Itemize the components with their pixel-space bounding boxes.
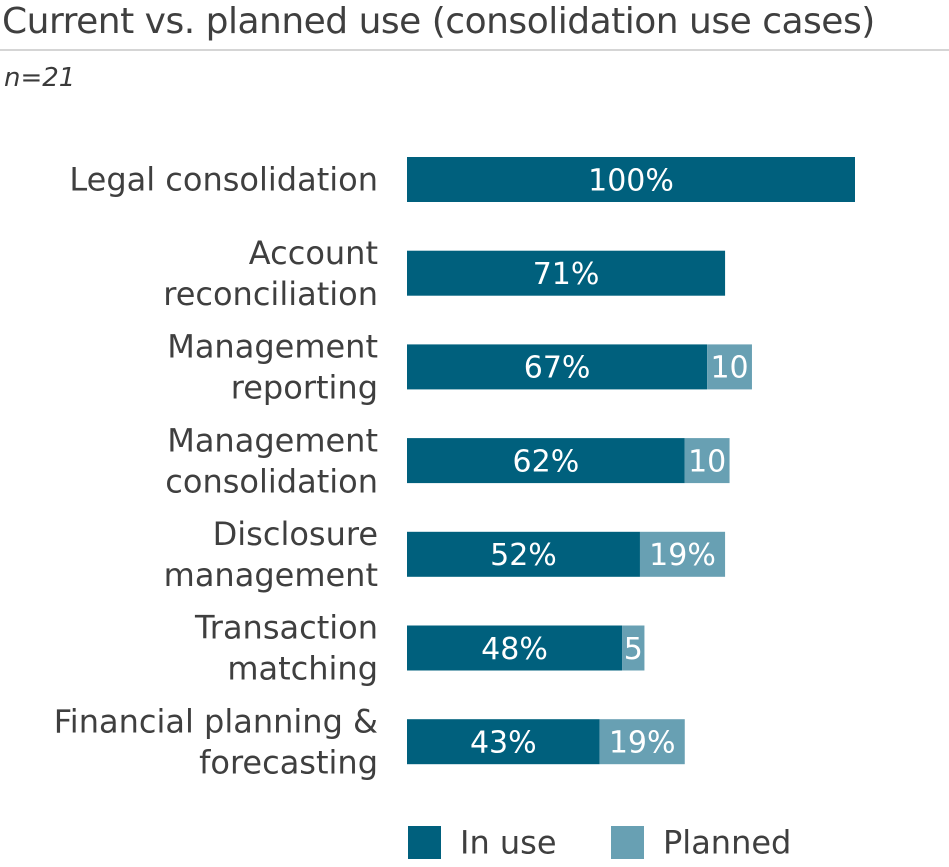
category-label: consolidation: [165, 462, 378, 500]
category-label: reporting: [231, 369, 378, 407]
legend-label: Planned: [663, 824, 791, 862]
bar-in-use: [407, 531, 640, 577]
category-label: matching: [227, 650, 378, 688]
data-label-in-use: 71%: [533, 257, 600, 292]
data-label-planned: 19%: [649, 538, 716, 573]
category-label: Disclosure: [213, 515, 378, 553]
chart-subtitle: n=21: [4, 63, 76, 93]
title-divider: [0, 49, 949, 51]
category-label: Financial planning &: [54, 702, 378, 740]
data-label-in-use: 62%: [513, 444, 580, 479]
data-label-in-use: 100%: [588, 163, 674, 198]
bar-in-use: [407, 157, 855, 202]
data-label-planned: 5: [624, 632, 643, 667]
bar-in-use: [407, 344, 708, 390]
category-label: Management: [167, 328, 378, 366]
legend-swatch: [408, 826, 441, 859]
bar-in-use: [407, 438, 685, 484]
legend-label: In use: [460, 824, 557, 862]
bar-in-use: [407, 719, 600, 765]
bar-in-use: [407, 625, 623, 671]
data-label-in-use: 43%: [470, 726, 537, 761]
data-label-planned: 19%: [609, 726, 676, 761]
bar-planned: [599, 719, 685, 765]
data-label-in-use: 48%: [481, 632, 548, 667]
category-label: forecasting: [199, 743, 378, 781]
category-label: management: [164, 556, 378, 594]
data-label-planned: 10: [688, 444, 726, 479]
category-label: Transaction: [194, 609, 378, 647]
data-label-in-use: 67%: [524, 351, 591, 386]
bar-planned: [707, 344, 752, 390]
data-label-in-use: 52%: [490, 538, 557, 573]
category-label: Legal consolidation: [69, 161, 378, 199]
category-label: reconciliation: [163, 275, 378, 313]
bar-planned: [639, 531, 726, 577]
data-label-planned: 10: [710, 351, 748, 386]
chart-title: Current vs. planned use (consolidation u…: [2, 1, 875, 42]
bar-planned: [684, 438, 730, 484]
legend-swatch: [611, 826, 644, 859]
bar-in-use: [407, 250, 726, 296]
category-label: Management: [167, 421, 378, 459]
category-label: Account: [249, 234, 378, 272]
bar-planned: [622, 625, 645, 671]
